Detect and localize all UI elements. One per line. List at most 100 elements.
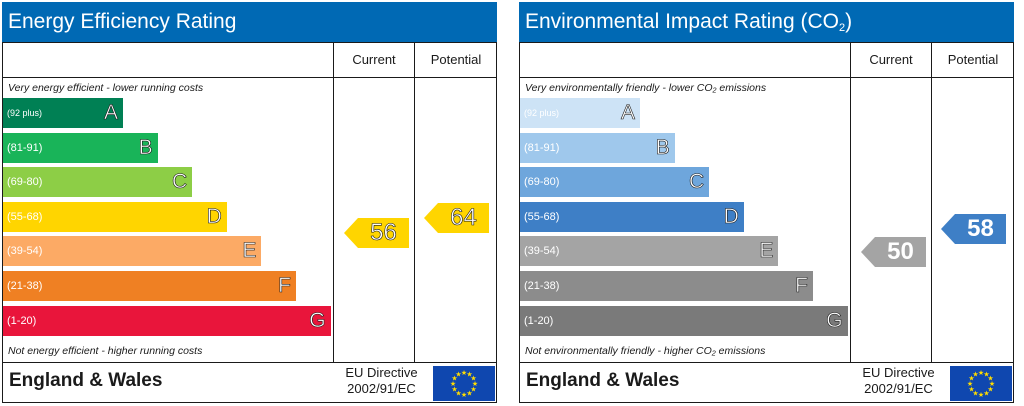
- band-letter: E: [242, 239, 257, 263]
- energy-efficiency-chart: Energy Efficiency Rating Current Potenti…: [2, 2, 497, 403]
- divider: [519, 362, 1014, 363]
- arrow-shape: [344, 217, 409, 248]
- eu-star-icon: ★: [451, 386, 457, 394]
- band-letter: C: [689, 170, 705, 194]
- eu-star-icon: ★: [968, 386, 974, 394]
- eu-star-icon: ★: [972, 390, 978, 398]
- bottom-note: Not energy efficient - higher running co…: [8, 345, 203, 357]
- band-range-label: (21-38): [7, 280, 43, 292]
- region-label: England & Wales: [9, 370, 163, 391]
- directive-line-2: 2002/91/EC: [347, 381, 416, 396]
- directive-label: EU Directive 2002/91/EC: [851, 365, 946, 397]
- band-e: (39-54) E: [520, 236, 779, 267]
- divider: [519, 77, 1014, 78]
- chart-title: Energy Efficiency Rating: [2, 2, 497, 42]
- eu-star-icon: ★: [466, 370, 472, 378]
- band-c: (69-80) C: [3, 167, 193, 198]
- divider: [2, 77, 497, 78]
- band-range-label: (55-68): [524, 210, 560, 223]
- current-rating-arrow: 50: [861, 236, 926, 267]
- band-letter: D: [723, 204, 739, 228]
- band-range-label: (1-20): [524, 314, 554, 327]
- eu-star-icon: ★: [987, 386, 993, 394]
- eu-star-icon: ★: [455, 370, 461, 378]
- eu-star-icon: ★: [470, 386, 476, 394]
- eu-star-icon: ★: [472, 380, 478, 388]
- eu-star-icon: ★: [470, 375, 476, 383]
- band-letter: D: [206, 204, 222, 228]
- eu-star-icon: ★: [451, 375, 457, 383]
- eu-star-icon: ★: [983, 390, 989, 398]
- current-column-header: Current: [869, 52, 913, 67]
- band-b: (81-91) B: [520, 132, 675, 163]
- band-range-label: (55-68): [7, 210, 43, 223]
- band-a: (92 plus) A: [520, 98, 640, 128]
- band-letter: F: [795, 274, 808, 298]
- band-e: (39-54) E: [3, 236, 262, 267]
- band-g: (1-20) G: [520, 305, 848, 336]
- band-letter: B: [138, 135, 153, 159]
- eu-star-icon: ★: [968, 375, 974, 383]
- eu-star-icon: ★: [987, 375, 993, 383]
- environmental-impact-chart: Environmental Impact Rating (CO2) Curren…: [519, 2, 1014, 403]
- band-range-label: (69-80): [7, 176, 43, 189]
- eu-star-icon: ★: [972, 370, 978, 378]
- arrow-value: 58: [967, 215, 994, 243]
- band-range-label: (81-91): [524, 141, 560, 154]
- band-f: (21-38) F: [3, 271, 296, 301]
- potential-rating-arrow: 58: [941, 214, 1006, 245]
- top-note: Very environmentally friendly - lower CO…: [525, 82, 767, 94]
- divider: [333, 42, 334, 363]
- band-a: (92 plus) A: [3, 98, 123, 128]
- potential-rating-arrow: 64: [424, 203, 489, 234]
- band-letter: G: [826, 308, 843, 332]
- region-label: England & Wales: [526, 370, 680, 391]
- chart-frame: [2, 42, 497, 403]
- eu-star-icon: ★: [450, 380, 456, 388]
- band-letter: G: [309, 308, 326, 332]
- divider: [931, 42, 932, 363]
- arrow-value: 64: [450, 204, 477, 232]
- band-letter: F: [278, 274, 291, 298]
- band-range-label: (1-20): [7, 314, 37, 327]
- eu-flag-icon: ★ ★ ★ ★ ★ ★ ★ ★ ★ ★ ★ ★: [950, 366, 1012, 401]
- potential-column-header: Potential: [430, 52, 482, 67]
- eu-star-icon: ★: [967, 380, 973, 388]
- band-range-label: (39-54): [7, 245, 43, 258]
- divider: [850, 42, 851, 363]
- band-g: (1-20) G: [3, 305, 331, 336]
- divider: [414, 42, 415, 363]
- eu-star-icon: ★: [978, 369, 984, 377]
- band-range-label: (81-91): [7, 141, 43, 154]
- top-note: Very energy efficient - lower running co…: [8, 82, 204, 94]
- potential-column-header: Potential: [947, 52, 999, 67]
- band-letter: A: [103, 101, 119, 125]
- band-range-label: (21-38): [524, 280, 560, 292]
- band-letter: A: [620, 101, 636, 125]
- arrow-shape: [424, 203, 489, 234]
- eu-star-icon: ★: [466, 390, 472, 398]
- band-c: (69-80) C: [520, 167, 710, 198]
- chart-frame: [519, 42, 1014, 403]
- bottom-note: Not environmentally friendly - higher CO…: [525, 345, 766, 357]
- current-column-header: Current: [352, 52, 396, 67]
- eu-star-icon: ★: [989, 380, 995, 388]
- band-letter: E: [759, 239, 774, 263]
- directive-line-1: EU Directive: [345, 365, 418, 380]
- band-range-label: (39-54): [524, 245, 560, 258]
- arrow-value: 56: [370, 218, 397, 247]
- arrow-shape: [861, 236, 926, 267]
- directive-line-1: EU Directive: [862, 365, 935, 380]
- band-f: (21-38) F: [520, 271, 813, 301]
- arrow-shape: [941, 214, 1006, 245]
- band-letter: C: [172, 170, 188, 194]
- band-range-label: (69-80): [524, 176, 560, 189]
- eu-star-icon: ★: [461, 391, 467, 399]
- band-d: (55-68) D: [520, 201, 744, 232]
- band-range-label: (92 plus): [7, 108, 43, 118]
- arrow-value: 50: [887, 237, 914, 265]
- current-rating-arrow: 56: [344, 217, 409, 248]
- band-range-label: (92 plus): [524, 108, 560, 118]
- eu-star-icon: ★: [978, 391, 984, 399]
- eu-star-icon: ★: [983, 370, 989, 378]
